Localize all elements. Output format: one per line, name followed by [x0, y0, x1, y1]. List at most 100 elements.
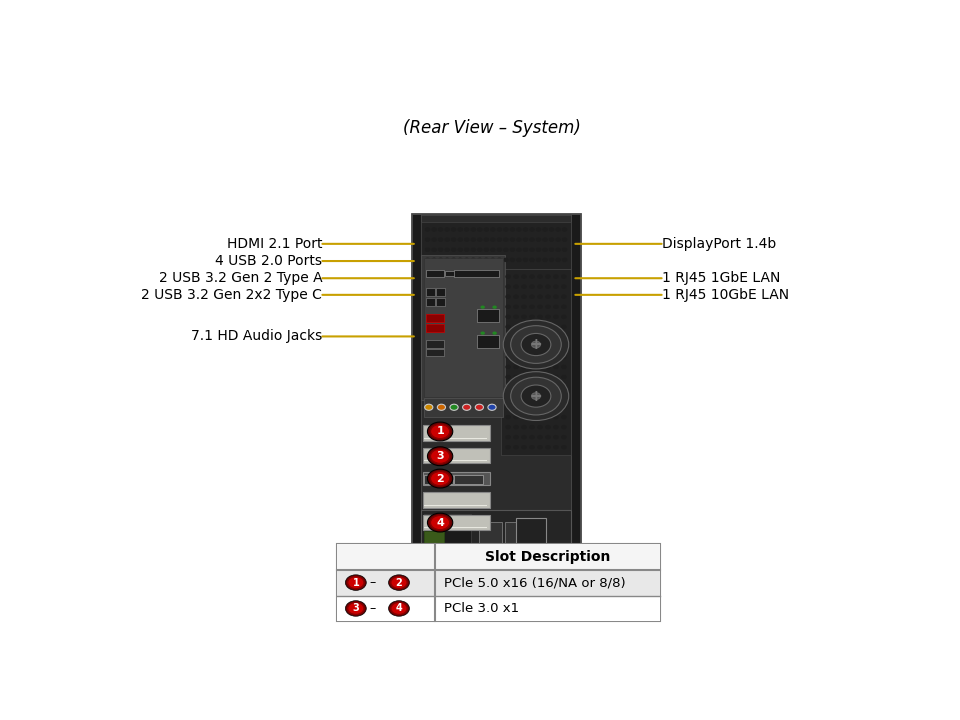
Circle shape [546, 325, 550, 328]
Circle shape [451, 248, 456, 251]
Circle shape [484, 238, 489, 241]
FancyBboxPatch shape [477, 310, 499, 322]
Circle shape [430, 449, 450, 464]
Circle shape [538, 426, 542, 428]
Circle shape [532, 341, 540, 348]
Circle shape [514, 375, 518, 379]
Circle shape [445, 238, 449, 241]
Circle shape [538, 325, 542, 328]
Circle shape [514, 315, 518, 318]
Circle shape [471, 228, 475, 231]
Circle shape [563, 238, 566, 241]
Circle shape [465, 258, 468, 261]
Circle shape [546, 446, 550, 449]
Circle shape [538, 436, 542, 438]
Circle shape [530, 446, 534, 449]
Circle shape [562, 395, 566, 399]
Circle shape [554, 295, 558, 298]
Circle shape [425, 258, 430, 261]
Text: 4: 4 [396, 603, 402, 613]
Circle shape [562, 346, 566, 348]
Circle shape [522, 405, 526, 409]
Text: PCle 5.0 x16 (16/NA or 8/8): PCle 5.0 x16 (16/NA or 8/8) [444, 576, 626, 589]
Text: (Rear View – System): (Rear View – System) [403, 119, 581, 137]
Circle shape [522, 305, 526, 308]
Circle shape [511, 377, 562, 415]
FancyBboxPatch shape [445, 271, 456, 276]
FancyBboxPatch shape [426, 270, 444, 277]
Circle shape [514, 356, 518, 359]
Circle shape [389, 575, 409, 590]
Circle shape [458, 248, 463, 251]
FancyBboxPatch shape [479, 522, 502, 548]
Circle shape [514, 415, 518, 419]
Circle shape [514, 366, 518, 369]
Circle shape [432, 238, 436, 241]
Circle shape [543, 238, 547, 241]
Circle shape [554, 305, 558, 308]
Text: 2: 2 [396, 577, 402, 588]
FancyBboxPatch shape [421, 255, 505, 400]
Circle shape [549, 238, 554, 241]
Circle shape [563, 258, 566, 261]
Circle shape [516, 258, 521, 261]
Circle shape [538, 305, 542, 308]
Text: 2 USB 3.2 Gen 2x2 Type C: 2 USB 3.2 Gen 2x2 Type C [141, 288, 323, 302]
Circle shape [562, 285, 566, 288]
Circle shape [562, 315, 566, 318]
Circle shape [538, 285, 542, 288]
Circle shape [348, 577, 364, 589]
Circle shape [549, 248, 554, 251]
Circle shape [562, 366, 566, 369]
Circle shape [430, 424, 450, 438]
Circle shape [506, 325, 510, 328]
Circle shape [537, 258, 540, 261]
Circle shape [530, 336, 534, 338]
Circle shape [530, 315, 534, 318]
Circle shape [546, 415, 550, 419]
Circle shape [514, 275, 518, 278]
Circle shape [546, 395, 550, 399]
Circle shape [538, 446, 542, 449]
Circle shape [484, 248, 489, 251]
FancyBboxPatch shape [423, 505, 488, 506]
Circle shape [514, 295, 518, 298]
Circle shape [522, 275, 526, 278]
FancyBboxPatch shape [426, 289, 435, 296]
Circle shape [530, 366, 534, 369]
Circle shape [450, 404, 458, 410]
FancyBboxPatch shape [477, 336, 499, 348]
Circle shape [546, 385, 550, 389]
Circle shape [556, 248, 561, 251]
FancyBboxPatch shape [426, 298, 435, 305]
Circle shape [514, 405, 518, 409]
Circle shape [439, 228, 443, 231]
Circle shape [514, 385, 518, 389]
Circle shape [546, 375, 550, 379]
Circle shape [506, 315, 510, 318]
Circle shape [562, 426, 566, 428]
FancyBboxPatch shape [413, 214, 580, 557]
Circle shape [506, 436, 510, 438]
Circle shape [427, 469, 453, 488]
Circle shape [514, 346, 518, 348]
FancyBboxPatch shape [413, 214, 421, 557]
Circle shape [538, 336, 542, 338]
FancyBboxPatch shape [571, 214, 580, 557]
Circle shape [346, 600, 367, 616]
Circle shape [511, 228, 515, 231]
Circle shape [506, 336, 510, 338]
Circle shape [522, 336, 526, 338]
Circle shape [538, 346, 542, 348]
Circle shape [465, 248, 468, 251]
Circle shape [439, 248, 443, 251]
Circle shape [425, 228, 430, 231]
Circle shape [530, 356, 534, 359]
Circle shape [511, 258, 515, 261]
Circle shape [530, 415, 534, 419]
Circle shape [432, 248, 436, 251]
Circle shape [562, 275, 566, 278]
Circle shape [538, 315, 542, 318]
FancyBboxPatch shape [423, 438, 488, 439]
Circle shape [522, 385, 526, 389]
